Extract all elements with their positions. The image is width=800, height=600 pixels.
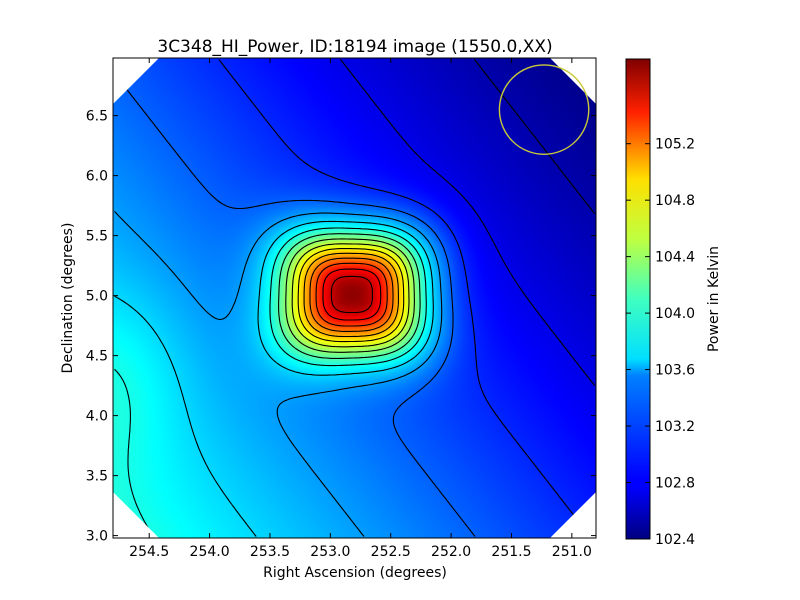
colorbar-tick-label: 104.0	[655, 306, 695, 322]
contour-line-12	[309, 257, 394, 332]
contour-line-14	[322, 268, 382, 321]
contour-line-15	[330, 275, 373, 314]
contour-line-9	[291, 243, 410, 348]
contour-line-10	[297, 248, 405, 343]
colorbar: 102.4 102.8 103.2 103.6 104.0 104.4 104.8 105.2…	[625, 58, 722, 548]
colorbar-tick-label: 102.8	[655, 476, 695, 492]
contour-line-6	[114, 227, 427, 537]
colorbar-tick-label: 103.2	[655, 419, 695, 435]
y-axis-label: Declination (degrees)	[60, 223, 76, 374]
contour-lines	[114, 59, 595, 537]
x-tick-label: 251.5	[491, 544, 531, 560]
x-tick-label: 254.5	[129, 544, 169, 560]
x-axis-ticks: 254.5 254.0 253.5 253.0 252.5 252.0 251.5 251.0	[129, 58, 592, 560]
x-axis-label: Right Ascension (degrees)	[263, 565, 447, 581]
colorbar-tick-label: 105.2	[655, 137, 695, 153]
contour-line-2	[218, 59, 591, 537]
colorbar-tick-label: 103.6	[655, 363, 695, 379]
colorbar-tick-label: 102.4	[655, 532, 695, 548]
colorbar-tick-label: 104.4	[655, 250, 695, 266]
y-tick-label: 6.5	[86, 109, 108, 125]
contour-line-13	[315, 262, 388, 327]
x-tick-label: 252.5	[371, 544, 411, 560]
colorbar-ticks: 102.4 102.8 103.2 103.6 104.0 104.4 104.8 105.2	[626, 137, 695, 548]
y-tick-label: 4.0	[86, 409, 108, 425]
colorbar-label: Power in Kelvin	[706, 246, 722, 352]
y-tick-label: 5.5	[86, 229, 108, 245]
x-tick-label: 251.0	[552, 544, 592, 560]
x-tick-label: 252.0	[431, 544, 471, 560]
beam-circle	[498, 64, 590, 155]
y-tick-label: 3.0	[86, 529, 108, 545]
contour-line-4	[114, 211, 443, 537]
heatmap-image	[113, 58, 596, 538]
x-tick-label: 253.5	[250, 544, 290, 560]
colorbar-gradient	[625, 58, 651, 540]
plot-area: 254.5 254.0 253.5 253.0 252.5 252.0 251.5 251.0…	[86, 57, 597, 560]
colorbar-tick-label: 104.8	[655, 193, 695, 209]
contour-line-11	[303, 252, 399, 338]
x-tick-label: 254.0	[190, 544, 230, 560]
y-tick-label: 3.5	[86, 469, 108, 485]
y-tick-label: 4.5	[86, 349, 108, 365]
y-axis-ticks: 3.0 3.5 4.0 4.5 5.0 5.5 6.0 6.5	[86, 109, 596, 545]
plot-frame	[112, 57, 597, 539]
contour-line-1	[340, 59, 595, 386]
y-tick-label: 5.0	[86, 289, 108, 305]
y-tick-label: 6.0	[86, 169, 108, 185]
contour-line-5	[114, 220, 434, 537]
x-tick-label: 253.0	[310, 544, 350, 560]
contour-line-7	[278, 233, 421, 359]
contour-line-8	[285, 238, 415, 353]
chart-title: 3C348_HI_Power, ID:18194 image (1550.0,X…	[157, 37, 552, 57]
